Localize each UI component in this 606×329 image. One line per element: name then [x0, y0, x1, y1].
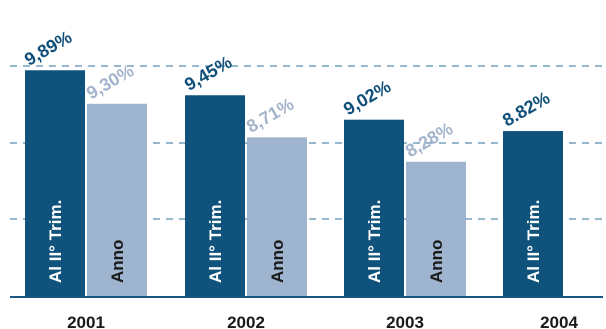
bar-anno-2001	[87, 103, 147, 297]
bar-trim-2002	[185, 95, 245, 297]
bar-trim-2001	[25, 70, 85, 297]
bar-series-label-anno-2001: Anno	[108, 240, 127, 283]
value-label-trim-2001: 9,89%	[21, 27, 75, 70]
bar-anno-2002	[247, 137, 307, 297]
bar-series-label-trim-2003: Al II° Trim.	[365, 200, 384, 283]
value-label-trim-2003: 9,02%	[340, 76, 394, 119]
bars: Al II° Trim. 9,89% Anno 9,30% Al II° Trim. 9,…	[21, 27, 563, 297]
year-label-2004: 2004	[540, 313, 578, 329]
bar-anno-2003	[406, 161, 466, 297]
year-labels: 2001 2002 2003 2004	[67, 313, 578, 329]
bar-series-label-trim-2002: Al II° Trim.	[206, 200, 225, 283]
bar-series-label-anno-2002: Anno	[268, 240, 287, 283]
bar-trim-2003	[344, 119, 404, 297]
value-label-anno-2001: 9,30%	[83, 60, 137, 103]
bar-trim-2004	[503, 131, 563, 297]
bar-series-label-trim-2004: Al II° Trim.	[524, 200, 543, 283]
value-label-anno-2003: 8,28%	[402, 118, 456, 161]
value-label-anno-2002: 8,71%	[243, 94, 297, 137]
year-label-2003: 2003	[386, 313, 424, 329]
value-label-trim-2002: 9,45%	[181, 52, 235, 95]
bar-series-label-anno-2003: Anno	[427, 240, 446, 283]
bar-series-label-trim-2001: Al II° Trim.	[46, 200, 65, 283]
value-label-trim-2004: 8.82%	[499, 88, 553, 131]
year-label-2002: 2002	[227, 313, 265, 329]
year-label-2001: 2001	[67, 313, 105, 329]
